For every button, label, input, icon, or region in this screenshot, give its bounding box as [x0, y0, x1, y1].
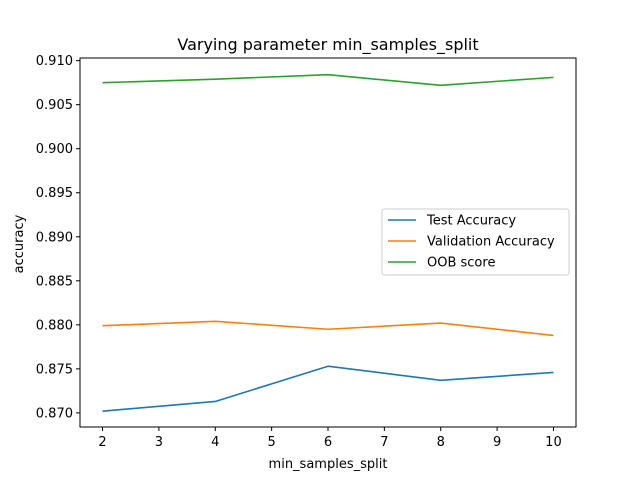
legend-label: Test Accuracy [426, 214, 516, 229]
y-tick-label: 0.870 [36, 406, 73, 421]
x-tick-label: 10 [545, 435, 562, 450]
series-lines [102, 73, 554, 412]
legend-label: OOB score [427, 256, 495, 271]
y-tick-label: 0.875 [36, 362, 73, 377]
legend-frame [381, 208, 570, 276]
y-tick-label: 0.880 [36, 318, 73, 333]
legend: Test Accuracy Validation Accuracy OOB scor… [381, 208, 570, 276]
x-tick-label: 2 [98, 435, 106, 450]
chart-title: Varying parameter min_samples_split [177, 35, 478, 55]
x-tick-label: 5 [267, 435, 275, 450]
x-tick-label: 3 [155, 435, 163, 450]
y-axis-label: accuracy [12, 214, 27, 273]
series-line-3 [102, 73, 554, 87]
y-tick-label: 0.910 [36, 54, 73, 69]
y-tick-label: 0.890 [36, 230, 73, 245]
x-tick-label: 9 [493, 435, 501, 450]
x-axis-label: min_samples_split [269, 457, 388, 472]
plot-frame [79, 57, 577, 428]
x-tick-label: 4 [211, 435, 219, 450]
series-line-1 [102, 365, 554, 412]
axis-ticks: 2 3 4 5 6 7 8 9 10 0.870 0.875 0.880 0.885 0.890 0.895… [36, 54, 562, 450]
x-tick-label: 6 [324, 435, 332, 450]
y-tick-label: 0.895 [36, 186, 73, 201]
x-tick-label: 7 [380, 435, 388, 450]
y-tick-label: 0.905 [36, 98, 73, 113]
series-line-2 [102, 320, 554, 337]
y-tick-label: 0.900 [36, 142, 73, 157]
y-tick-label: 0.885 [36, 274, 73, 289]
legend-label: Validation Accuracy [427, 235, 555, 250]
x-tick-label: 8 [437, 435, 445, 450]
